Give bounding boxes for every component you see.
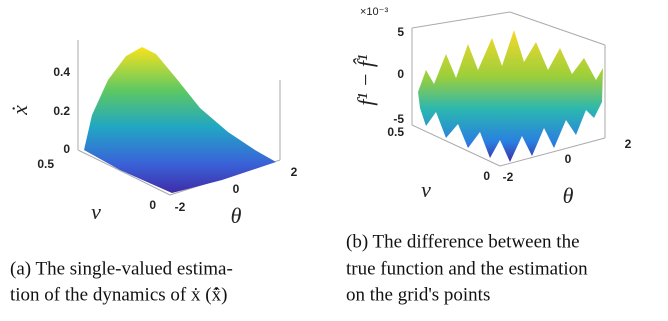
z-label: f¹ − f̂¹	[353, 54, 378, 105]
theta-tick: -2	[503, 170, 514, 184]
theta-tick: 0	[233, 182, 240, 196]
caption-line: tion of the dynamics of ẋ (x̂̇)	[10, 284, 227, 305]
v-tick: 0.5	[387, 125, 404, 139]
z-tick: 0	[63, 142, 70, 156]
z-tick: 0.2	[53, 104, 70, 118]
surface	[418, 30, 603, 162]
z-label: ẋ	[7, 105, 32, 116]
v-tick: 0	[483, 169, 490, 183]
theta-tick: -2	[175, 200, 186, 214]
plot-b: ×10⁻³ 5 0 -5 0.5 0 -2 0 2 f¹ − f̂¹ v θ	[353, 6, 632, 208]
z-tick: 5	[397, 25, 404, 39]
surface	[84, 47, 276, 193]
v-tick: 0.5	[37, 157, 54, 171]
theta-tick: 2	[625, 137, 632, 151]
v-label: v	[91, 199, 101, 224]
caption-line: on the grid's points	[346, 284, 490, 305]
v-label: v	[421, 177, 431, 202]
theta-label: θ	[231, 203, 242, 228]
caption-line: true function and the estimation	[346, 258, 588, 279]
plot-a: 0.4 0.2 0 0.5 0 -2 0 2 ẋ v θ	[7, 40, 298, 228]
theta-tick: 2	[291, 165, 298, 179]
caption-line: (a) The single-valued estima-	[10, 258, 233, 279]
v-tick: 0	[149, 198, 156, 212]
z-multiplier: ×10⁻³	[360, 6, 388, 18]
z-tick: -5	[393, 112, 404, 126]
z-tick: 0	[397, 67, 404, 81]
caption-line: (b) The difference between the	[346, 231, 580, 252]
theta-tick: 0	[565, 152, 572, 166]
z-tick: 0.4	[53, 65, 70, 79]
theta-label: θ	[563, 183, 574, 208]
